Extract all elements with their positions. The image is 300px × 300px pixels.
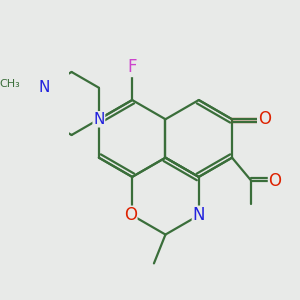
Text: N: N — [39, 80, 50, 95]
Text: O: O — [124, 206, 137, 224]
Text: O: O — [258, 110, 271, 128]
Text: O: O — [268, 172, 282, 190]
Text: CH₃: CH₃ — [0, 79, 20, 89]
Text: F: F — [128, 58, 137, 76]
Text: N: N — [93, 112, 105, 127]
Text: N: N — [193, 206, 205, 224]
